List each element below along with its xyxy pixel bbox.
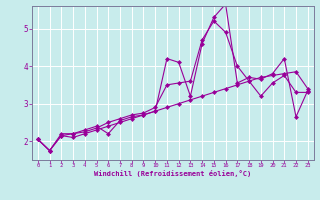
X-axis label: Windchill (Refroidissement éolien,°C): Windchill (Refroidissement éolien,°C) (94, 170, 252, 177)
